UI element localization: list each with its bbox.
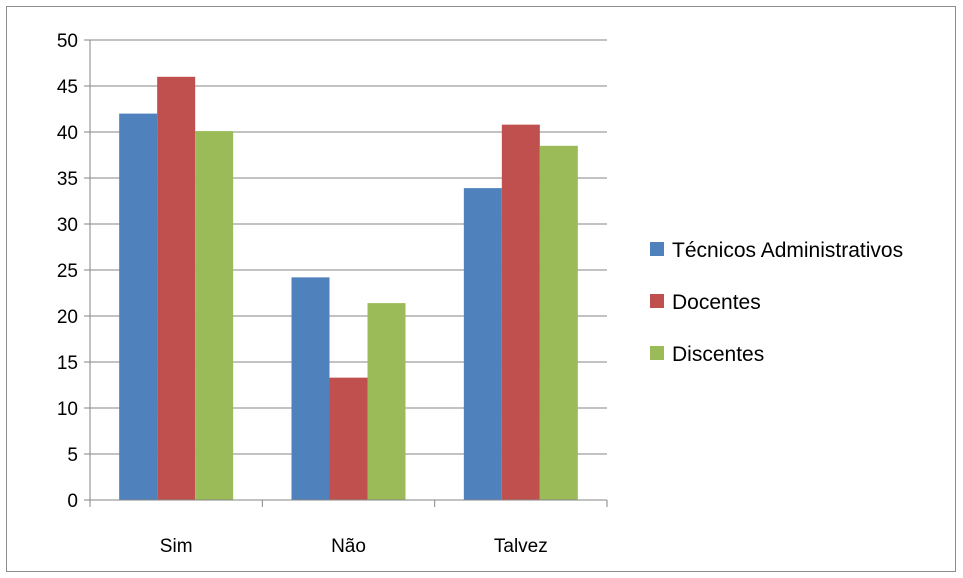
legend-swatch xyxy=(650,294,664,308)
bar-docentes-0 xyxy=(157,76,196,501)
legend-label: Docentes xyxy=(672,291,761,314)
legend-label: Discentes xyxy=(672,343,764,366)
bar-discentes-0 xyxy=(195,131,234,500)
x-category-label: Sim xyxy=(160,536,193,557)
y-tick-label: 0 xyxy=(67,491,78,512)
bar-t-cnicos-administrativos-1 xyxy=(291,277,330,500)
y-tick-label: 10 xyxy=(57,399,78,420)
legend: Técnicos Administrativos Docentes Discente… xyxy=(650,239,903,366)
y-tick-label: 25 xyxy=(57,261,78,282)
bar-discentes-1 xyxy=(367,303,406,500)
y-tick-label: 50 xyxy=(57,31,78,52)
y-tick-label: 20 xyxy=(57,307,78,328)
legend-label: Técnicos Administrativos xyxy=(672,239,903,262)
y-tick-label: 35 xyxy=(57,169,78,190)
y-tick-label: 15 xyxy=(57,353,78,374)
bar-t-cnicos-administrativos-2 xyxy=(463,188,502,500)
x-category-label: Talvez xyxy=(494,536,548,557)
bar-t-cnicos-administrativos-0 xyxy=(119,113,158,500)
axes: 0 5 10 15 20 25 30 35 40 45 50 Sim Não Talvez xyxy=(57,31,608,557)
y-tick-label: 40 xyxy=(57,123,78,144)
y-tick-label: 30 xyxy=(57,215,78,236)
bar-docentes-2 xyxy=(501,124,540,500)
legend-swatch xyxy=(650,242,664,256)
bar-docentes-1 xyxy=(329,377,368,500)
bar-discentes-2 xyxy=(539,145,578,501)
y-tick-label: 45 xyxy=(57,77,78,98)
y-tick-label: 5 xyxy=(67,445,78,466)
legend-swatch xyxy=(650,346,664,360)
bars xyxy=(119,76,578,501)
x-category-label: Não xyxy=(331,536,366,557)
